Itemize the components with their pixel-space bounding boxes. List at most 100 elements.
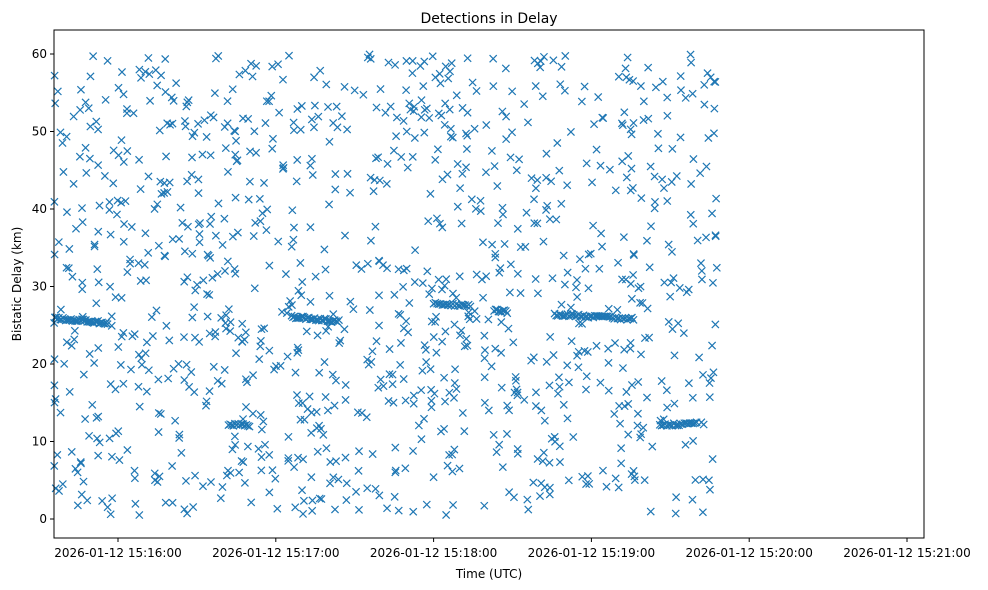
detection-marker	[427, 284, 436, 293]
detection-marker	[374, 383, 383, 392]
detection-marker	[70, 326, 79, 335]
detection-marker	[86, 72, 95, 81]
detection-marker	[489, 54, 498, 63]
detection-marker	[94, 227, 103, 236]
detection-marker	[343, 125, 352, 134]
detection-marker	[505, 288, 514, 297]
detection-marker	[154, 241, 163, 250]
detection-marker	[663, 111, 672, 120]
detection-marker	[122, 104, 131, 114]
detection-marker	[642, 393, 652, 402]
detection-marker	[86, 122, 95, 131]
detection-marker	[54, 238, 63, 247]
detection-marker	[381, 108, 390, 117]
detection-marker	[464, 312, 473, 321]
detection-marker	[627, 294, 636, 303]
detection-marker	[557, 62, 566, 71]
detection-marker	[489, 82, 498, 91]
detection-marker	[126, 255, 135, 264]
detection-marker	[191, 286, 200, 295]
detection-marker	[76, 458, 85, 467]
detection-marker	[205, 219, 215, 228]
detection-marker	[116, 360, 125, 369]
detection-marker	[686, 210, 695, 219]
detection-marker	[294, 399, 303, 408]
detection-marker	[249, 232, 258, 241]
detection-marker	[182, 102, 191, 111]
detection-marker	[448, 467, 457, 476]
detection-marker	[293, 155, 302, 164]
detection-marker	[616, 419, 625, 428]
detection-marker	[257, 466, 266, 475]
detection-marker	[546, 332, 555, 341]
detection-marker	[232, 349, 241, 358]
detection-marker	[688, 495, 697, 504]
detection-marker	[244, 195, 253, 204]
detection-marker	[548, 274, 557, 283]
detection-marker	[193, 280, 202, 289]
detection-marker	[420, 341, 429, 350]
detection-marker	[308, 496, 317, 505]
detection-marker	[480, 346, 490, 355]
detection-marker	[82, 168, 91, 177]
detection-marker	[296, 415, 305, 424]
detection-marker	[648, 442, 657, 451]
detection-marker	[503, 309, 512, 318]
detection-marker	[440, 281, 449, 290]
detection-marker	[434, 275, 443, 284]
detection-marker	[313, 447, 322, 456]
detection-marker	[296, 125, 305, 134]
detection-marker	[181, 476, 191, 485]
detection-marker	[690, 419, 699, 428]
detection-marker	[553, 389, 563, 398]
detection-marker	[300, 415, 309, 424]
detection-marker	[498, 463, 507, 472]
detection-marker	[422, 104, 431, 113]
detection-marker	[614, 483, 623, 492]
detection-marker	[676, 86, 685, 95]
detection-marker	[384, 58, 393, 67]
detection-marker	[217, 379, 226, 388]
x-axis-ticks: 2026-01-12 15:16:00 2026-01-12 15:17:00 20…	[54, 538, 971, 560]
detection-marker	[657, 377, 666, 386]
detection-marker	[85, 431, 94, 440]
detection-marker	[352, 487, 361, 496]
detection-marker	[659, 184, 668, 193]
detection-marker	[240, 478, 249, 487]
detection-marker	[176, 203, 185, 212]
detection-marker	[448, 133, 457, 142]
detection-marker	[444, 74, 453, 83]
detection-marker	[698, 370, 708, 379]
detection-marker	[462, 144, 471, 154]
detection-marker	[92, 299, 101, 308]
detection-marker	[282, 309, 291, 318]
detection-marker	[597, 242, 607, 251]
detection-marker	[311, 272, 320, 281]
detection-marker	[137, 354, 146, 363]
detection-marker	[220, 266, 230, 275]
detection-marker	[161, 252, 170, 261]
detection-marker	[223, 257, 232, 266]
detection-marker	[191, 471, 200, 480]
detection-marker	[77, 204, 87, 213]
detection-marker	[462, 129, 471, 138]
detection-marker	[509, 493, 519, 502]
detection-marker	[506, 260, 515, 269]
detection-marker	[586, 249, 595, 258]
detection-marker	[238, 319, 247, 328]
detection-marker	[341, 380, 350, 390]
detection-marker	[712, 263, 721, 272]
detection-marker	[397, 152, 406, 161]
detection-marker	[50, 250, 59, 259]
detection-marker	[531, 82, 540, 91]
detection-marker	[696, 169, 705, 178]
detection-marker	[187, 153, 197, 162]
detection-marker	[513, 449, 522, 458]
detection-marker	[577, 97, 586, 106]
detection-marker	[130, 474, 139, 483]
detection-marker	[251, 218, 260, 227]
detection-marker	[432, 348, 441, 357]
detection-marker	[527, 356, 536, 365]
detection-marker	[668, 144, 677, 153]
detection-marker	[583, 347, 592, 356]
